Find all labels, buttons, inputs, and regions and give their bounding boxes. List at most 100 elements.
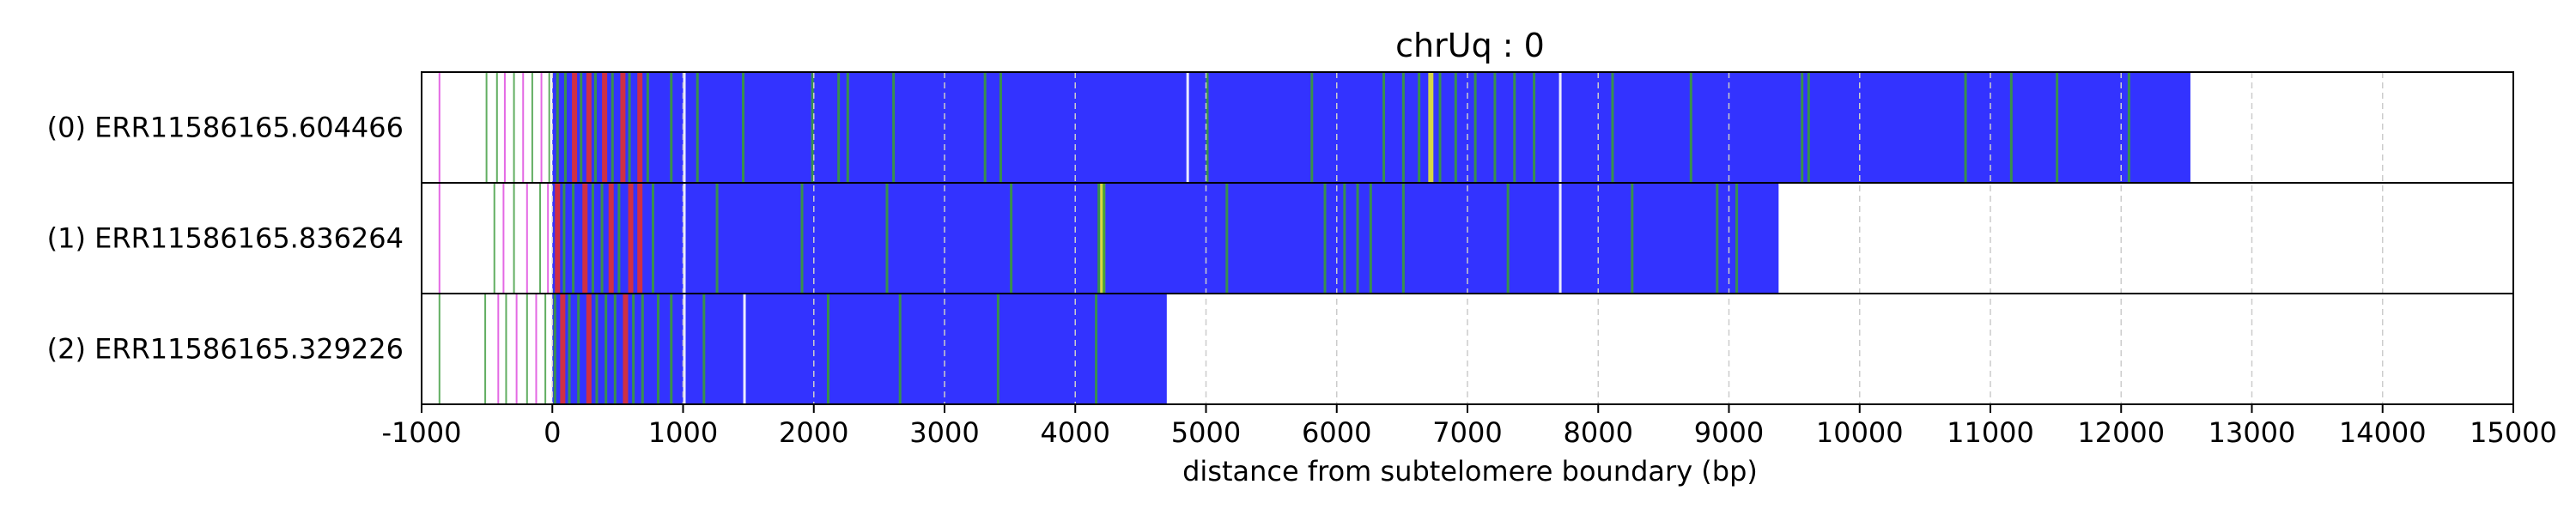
variant-band	[646, 72, 649, 183]
variant-mark	[438, 72, 440, 183]
read-labels: (0) ERR11586165.604466 (1) ERR11586165.83…	[47, 112, 404, 366]
variant-band	[586, 294, 592, 404]
variant-mark	[497, 294, 500, 404]
variant-band	[593, 72, 597, 183]
variant-band	[1558, 72, 1562, 183]
variant-band	[637, 183, 643, 294]
variant-band	[826, 294, 829, 404]
variant-band	[983, 72, 987, 183]
x-tick-label: 11000	[1947, 416, 2034, 449]
variant-band	[892, 72, 896, 183]
variant-band	[572, 183, 575, 294]
variant-band	[1533, 72, 1536, 183]
variant-band	[628, 183, 634, 294]
variant-band	[2127, 72, 2130, 183]
variant-band	[885, 183, 889, 294]
variant-band	[657, 294, 660, 404]
variant-band	[1418, 72, 1421, 183]
variant-band	[846, 72, 849, 183]
read-span-bar	[552, 294, 1167, 404]
x-tick-label: 7000	[1432, 416, 1502, 449]
variant-band	[586, 72, 592, 183]
variant-band	[651, 183, 654, 294]
variant-band	[1310, 72, 1314, 183]
chart-title: chrUq : 0	[1395, 27, 1545, 64]
variant-band	[1716, 183, 1719, 294]
variant-band	[600, 183, 604, 294]
variant-mark	[493, 183, 495, 294]
variant-band	[602, 72, 608, 183]
read-tracks	[438, 72, 2190, 404]
variant-mark	[548, 72, 550, 183]
variant-band	[572, 72, 578, 183]
variant-band	[580, 72, 583, 183]
variant-band	[641, 294, 644, 404]
x-tick-label: 13000	[2208, 416, 2296, 449]
variant-band	[715, 183, 719, 294]
variant-mark	[484, 294, 487, 404]
variant-mark	[544, 294, 547, 404]
x-tick-label: 4000	[1041, 416, 1110, 449]
variant-band	[898, 294, 902, 404]
variant-mark	[540, 72, 543, 183]
variant-band	[999, 72, 1002, 183]
variant-mark	[539, 183, 542, 294]
x-tick-label: 10000	[1816, 416, 1904, 449]
variant-mark	[515, 294, 518, 404]
variant-band	[605, 294, 608, 404]
variant-band	[563, 72, 567, 183]
variant-band	[591, 183, 594, 294]
variant-band	[670, 72, 673, 183]
variant-band	[670, 294, 673, 404]
x-axis: -1000 0 1000 2000 3000 4000 5000 6000 7000 8000 90…	[382, 404, 2557, 449]
read-span-bar	[552, 72, 2190, 183]
variant-band	[1225, 183, 1229, 294]
variant-band	[1473, 72, 1477, 183]
variant-mark	[547, 183, 550, 294]
x-tick-label: 0	[544, 416, 561, 449]
variant-band	[560, 294, 566, 404]
variant-band	[1558, 183, 1562, 294]
x-tick-label: 15000	[2470, 416, 2557, 449]
variant-band	[1513, 72, 1516, 183]
variant-mark	[526, 183, 528, 294]
variant-band	[1343, 183, 1346, 294]
variant-band	[1801, 72, 1804, 183]
variant-mark	[535, 294, 538, 404]
x-tick-label: 14000	[2339, 416, 2427, 449]
variant-band	[811, 72, 814, 183]
variant-band	[1095, 294, 1098, 404]
variant-band	[1631, 183, 1634, 294]
variant-mark	[505, 294, 507, 404]
variant-band	[2009, 72, 2013, 183]
variant-band	[1010, 183, 1013, 294]
variant-band	[628, 72, 631, 183]
variant-band	[1356, 183, 1359, 294]
variant-band	[1103, 183, 1106, 294]
variant-band	[683, 294, 686, 404]
x-tick-label: 6000	[1302, 416, 1371, 449]
x-tick-label: 8000	[1564, 416, 1633, 449]
variant-band	[620, 72, 626, 183]
variant-band	[1401, 183, 1405, 294]
variant-band	[1206, 72, 1209, 183]
variant-mark	[503, 72, 506, 183]
variant-band	[1611, 72, 1614, 183]
variant-band	[555, 183, 561, 294]
variant-band	[562, 183, 566, 294]
variant-band	[1438, 72, 1442, 183]
variant-band	[617, 183, 621, 294]
variant-mark	[513, 72, 515, 183]
variant-band	[743, 294, 746, 404]
x-tick-label: 1000	[648, 416, 718, 449]
variant-band	[1428, 72, 1434, 183]
read-label: (0) ERR11586165.604466	[47, 112, 404, 144]
variant-band	[1382, 72, 1386, 183]
variant-band	[1735, 183, 1739, 294]
variant-band	[1401, 72, 1405, 183]
variant-band	[837, 72, 841, 183]
read-label: (1) ERR11586165.836264	[47, 222, 404, 255]
x-gridlines	[551, 72, 2384, 404]
x-tick-label: 2000	[779, 416, 848, 449]
